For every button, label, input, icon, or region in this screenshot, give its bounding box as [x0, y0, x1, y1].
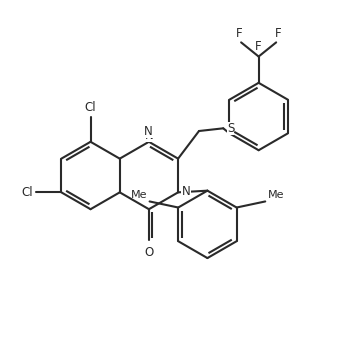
- Text: F: F: [236, 27, 243, 40]
- Text: Me: Me: [130, 190, 147, 200]
- Text: S: S: [227, 122, 234, 135]
- Text: F: F: [275, 27, 281, 40]
- Text: Me: Me: [268, 190, 284, 200]
- Text: N: N: [144, 125, 152, 138]
- Text: N: N: [182, 185, 190, 198]
- Text: O: O: [144, 246, 154, 259]
- Text: N: N: [145, 129, 153, 142]
- Text: F: F: [255, 40, 262, 53]
- Text: Cl: Cl: [22, 186, 33, 199]
- Text: Cl: Cl: [85, 101, 96, 114]
